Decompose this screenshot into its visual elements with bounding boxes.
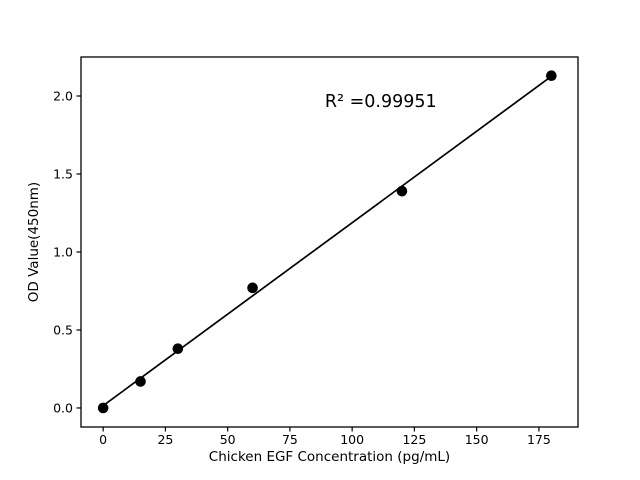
x-tick-label: 0 xyxy=(99,432,107,447)
x-tick-label: 175 xyxy=(527,432,551,447)
fit-line-layer xyxy=(102,75,553,407)
axis-ticks-layer: 0 25 50 75 100 125 150 175 0.0 0.5 1.0 1.5 2.0 xyxy=(53,88,551,447)
y-tick-label: 1.5 xyxy=(53,166,73,181)
data-point xyxy=(135,376,146,387)
x-tick-label: 50 xyxy=(220,432,236,447)
y-tick-label: 1.0 xyxy=(53,244,73,259)
x-tick-label: 125 xyxy=(402,432,426,447)
scatter-points-layer xyxy=(97,70,557,414)
data-point xyxy=(546,70,557,82)
y-axis-label: OD Value(450nm) xyxy=(26,182,42,302)
r-squared-annotation: R² =0.99951 xyxy=(325,92,437,112)
plot-border xyxy=(80,56,579,428)
x-tick-label: 25 xyxy=(157,432,173,447)
data-point xyxy=(97,402,109,414)
x-axis-label: Chicken EGF Concentration (pg/mL) xyxy=(209,449,450,465)
fit-line xyxy=(102,75,553,407)
y-tick-label: 0.0 xyxy=(53,400,73,415)
data-point xyxy=(247,282,258,294)
x-tick-label: 150 xyxy=(465,432,489,447)
data-point xyxy=(396,185,408,197)
data-point xyxy=(172,343,184,354)
x-tick-label: 100 xyxy=(340,432,364,447)
x-tick-label: 75 xyxy=(282,432,298,447)
y-tick-label: 2.0 xyxy=(53,88,73,103)
y-tick-label: 0.5 xyxy=(53,322,73,337)
